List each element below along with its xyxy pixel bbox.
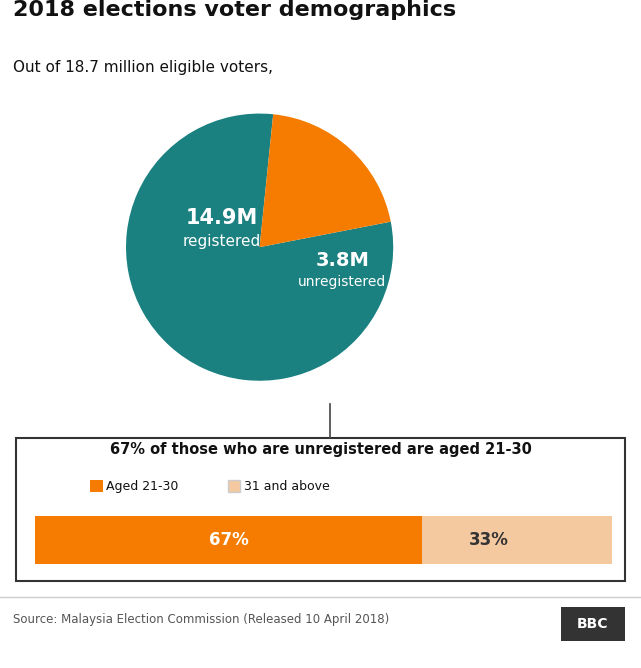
Bar <box>422 516 612 564</box>
Text: unregistered: unregistered <box>298 275 387 289</box>
Bar <box>90 480 103 492</box>
Text: BBC: BBC <box>577 617 609 631</box>
Bar <box>35 516 422 564</box>
Bar <box>561 607 625 641</box>
Text: 2018 elections voter demographics: 2018 elections voter demographics <box>13 0 456 20</box>
Text: 14.9M: 14.9M <box>186 208 258 228</box>
Text: 33%: 33% <box>469 532 508 549</box>
Wedge shape <box>126 114 393 381</box>
Bar <box>228 480 240 492</box>
Text: 67% of those who are unregistered are aged 21-30: 67% of those who are unregistered are ag… <box>110 442 531 457</box>
Text: Aged 21-30: Aged 21-30 <box>106 480 178 493</box>
Text: Source: Malaysia Election Commission (Released 10 April 2018): Source: Malaysia Election Commission (Re… <box>13 613 389 627</box>
Text: 67%: 67% <box>208 532 249 549</box>
Text: 31 and above: 31 and above <box>244 480 329 493</box>
Text: registered: registered <box>183 234 262 249</box>
FancyBboxPatch shape <box>16 438 625 581</box>
Text: 3.8M: 3.8M <box>315 251 369 270</box>
Wedge shape <box>260 114 391 247</box>
Text: Out of 18.7 million eligible voters,: Out of 18.7 million eligible voters, <box>13 60 273 75</box>
